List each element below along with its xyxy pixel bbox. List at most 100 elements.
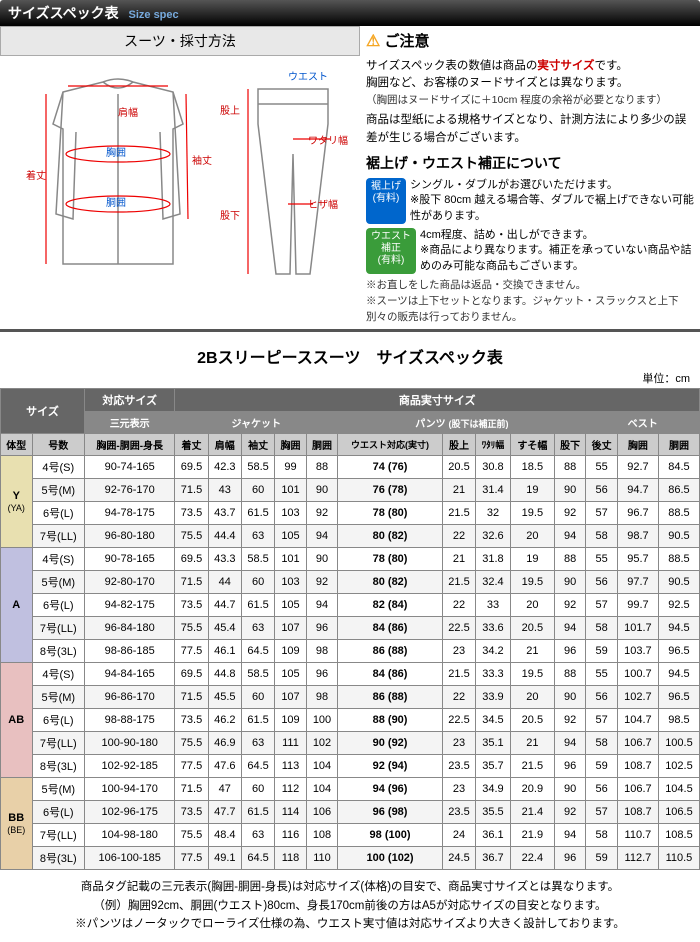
notice-line: 胸囲など、お客様のヌードサイズとは異なります。: [366, 75, 694, 92]
data-cell: 33.6: [476, 617, 511, 640]
data-cell: 75.5: [175, 732, 208, 755]
data-cell: 42.3: [208, 456, 241, 479]
data-cell: 7号(LL): [32, 732, 85, 755]
data-cell: 108.7: [617, 801, 658, 824]
data-cell: 61.5: [241, 709, 274, 732]
waist-cell: 90 (92): [338, 732, 443, 755]
data-cell: 77.5: [175, 847, 208, 870]
data-cell: 86.5: [658, 479, 699, 502]
data-cell: 108.7: [617, 755, 658, 778]
size-table: サイズ 対応サイズ 商品実寸サイズ 三元表示 ジャケット パンツ (股下は補正前…: [0, 388, 700, 870]
type-cell: A: [1, 548, 33, 663]
data-cell: 88.5: [658, 548, 699, 571]
data-cell: 36.7: [476, 847, 511, 870]
correction-title: 裾上げ・ウエスト補正について: [366, 153, 694, 174]
data-cell: 35.7: [476, 755, 511, 778]
waist-cell: 86 (88): [338, 640, 443, 663]
data-cell: 57: [586, 709, 618, 732]
data-cell: 21.5: [442, 663, 475, 686]
table-row: 6号(L)94-82-17573.544.761.51059482 (84)22…: [1, 594, 700, 617]
data-cell: 5号(M): [32, 778, 85, 801]
data-cell: 5号(M): [32, 686, 85, 709]
data-cell: 92: [554, 801, 586, 824]
waist-text: 4cm程度、詰め・出しができます。 ※商品により異なります。補正を承っていない商…: [420, 228, 694, 274]
data-cell: 32.4: [476, 571, 511, 594]
data-cell: 44.8: [208, 663, 241, 686]
waist-cell: 100 (102): [338, 847, 443, 870]
notice-title: ⚠ ご注意: [366, 30, 694, 54]
data-cell: 56: [586, 571, 618, 594]
data-cell: 23: [442, 732, 475, 755]
svg-text:胴囲: 胴囲: [106, 197, 126, 209]
data-cell: 110.5: [658, 847, 699, 870]
data-cell: 8号(3L): [32, 640, 85, 663]
data-cell: 94.5: [658, 663, 699, 686]
data-cell: 100.5: [658, 732, 699, 755]
notice-line: 商品は型紙による規格サイズとなり、計測方法により多少の誤差が生じる場合がございま…: [366, 112, 694, 147]
data-cell: 71.5: [175, 686, 208, 709]
data-cell: 71.5: [175, 571, 208, 594]
data-cell: 60: [241, 778, 274, 801]
data-cell: 77.5: [175, 640, 208, 663]
data-cell: 64.5: [241, 640, 274, 663]
waist-cell: 94 (96): [338, 778, 443, 801]
data-cell: 59: [586, 847, 618, 870]
data-cell: 102-92-185: [85, 755, 175, 778]
waist-cell: 80 (82): [338, 571, 443, 594]
data-cell: 106-100-185: [85, 847, 175, 870]
data-cell: 56: [586, 778, 618, 801]
data-cell: 23.5: [442, 755, 475, 778]
data-cell: 112: [275, 778, 307, 801]
data-cell: 7号(LL): [32, 617, 85, 640]
data-cell: 20.5: [510, 617, 554, 640]
table-row: 7号(LL)96-80-18075.544.4631059480 (82)223…: [1, 525, 700, 548]
data-cell: 7号(LL): [32, 525, 85, 548]
data-cell: 98.5: [658, 709, 699, 732]
data-cell: 60: [241, 479, 274, 502]
data-cell: 73.5: [175, 801, 208, 824]
type-cell: BB(BE): [1, 778, 33, 870]
data-cell: 20: [510, 594, 554, 617]
data-cell: 104: [306, 778, 338, 801]
data-cell: 98: [306, 686, 338, 709]
data-cell: 92: [554, 709, 586, 732]
data-cell: 43.7: [208, 502, 241, 525]
svg-text:股上: 股上: [220, 105, 240, 117]
data-cell: 113: [275, 755, 307, 778]
data-cell: 90: [306, 479, 338, 502]
data-cell: 96: [306, 617, 338, 640]
data-cell: 111: [275, 732, 307, 755]
data-cell: 110: [306, 847, 338, 870]
data-cell: 96: [306, 663, 338, 686]
data-cell: 57: [586, 801, 618, 824]
data-cell: 98-86-185: [85, 640, 175, 663]
data-cell: 8号(3L): [32, 847, 85, 870]
data-cell: 34.5: [476, 709, 511, 732]
data-cell: 108.5: [658, 824, 699, 847]
data-cell: 45.4: [208, 617, 241, 640]
data-cell: 105: [275, 594, 307, 617]
waist-cell: 76 (78): [338, 479, 443, 502]
data-cell: 60: [241, 686, 274, 709]
notice-note: ※スーツは上下セットとなります。ジャケット・スラックスと上下別々の販売は行ってお…: [366, 294, 694, 326]
data-cell: 106.5: [658, 801, 699, 824]
type-cell: Y(YA): [1, 456, 33, 548]
data-cell: 21: [510, 640, 554, 663]
svg-text:ウエスト: ウエスト: [288, 71, 328, 83]
table-row: 6号(L)102-96-17573.547.761.511410696 (98)…: [1, 801, 700, 824]
header-bar: サイズスペック表 Size spec: [0, 0, 700, 26]
data-cell: 47: [208, 778, 241, 801]
data-cell: 33.3: [476, 663, 511, 686]
data-cell: 21.4: [510, 801, 554, 824]
hem-text: シングル・ダブルがお選びいただけます。 ※股下 80cm 越える場合等、ダブルで…: [410, 178, 694, 224]
hem-badge: 裾上げ (有料): [366, 178, 406, 224]
data-cell: 18.5: [510, 456, 554, 479]
data-cell: 4号(S): [32, 456, 85, 479]
data-cell: 106: [306, 801, 338, 824]
data-cell: 96-86-170: [85, 686, 175, 709]
data-cell: 116: [275, 824, 307, 847]
data-cell: 92: [554, 594, 586, 617]
table-head: サイズ 対応サイズ 商品実寸サイズ 三元表示 ジャケット パンツ (股下は補正前…: [1, 389, 700, 456]
data-cell: 55: [586, 456, 618, 479]
data-cell: 92: [306, 571, 338, 594]
